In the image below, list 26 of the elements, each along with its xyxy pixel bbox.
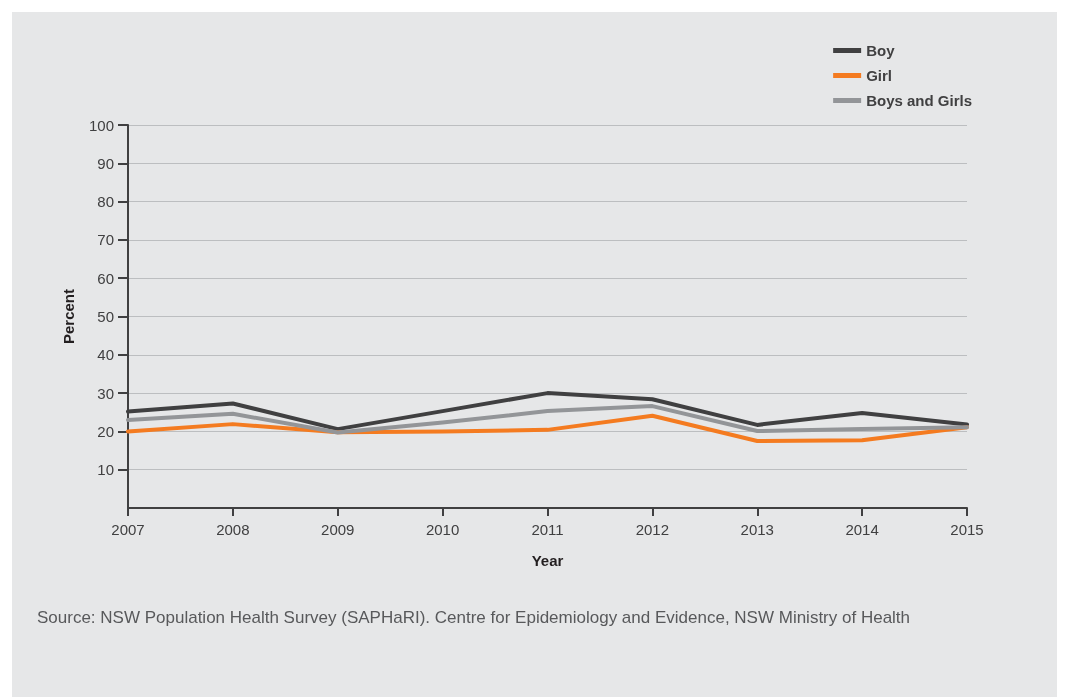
y-tick-label: 100 bbox=[88, 116, 114, 134]
y-tick-label: 60 bbox=[97, 269, 114, 287]
y-tick-label: 90 bbox=[97, 154, 114, 172]
y-axis-title: Percent bbox=[60, 288, 77, 345]
y-tick-label: 10 bbox=[97, 461, 114, 479]
x-tick-label: 2012 bbox=[635, 521, 670, 538]
x-tick-label: 2010 bbox=[425, 521, 460, 538]
y-tick-label: 50 bbox=[97, 308, 114, 325]
source-note: Source: NSW Population Health Survey (SAPHaRI). Centre for Epidemiology and Evidence, NSW Ministry of Health bbox=[37, 607, 911, 627]
y-tick-label: 40 bbox=[97, 346, 114, 364]
legend-label: Girl bbox=[866, 67, 892, 84]
legend-label: Boys and Girls bbox=[866, 92, 973, 109]
x-tick-label: 2015 bbox=[950, 521, 984, 538]
y-tick-label: 30 bbox=[97, 384, 114, 402]
x-tick-label: 2013 bbox=[740, 521, 774, 538]
x-tick-label: 2008 bbox=[216, 521, 250, 538]
y-tick-label: 20 bbox=[97, 422, 114, 440]
x-tick-label: 2009 bbox=[321, 521, 355, 538]
legend-label: Boy bbox=[866, 42, 896, 59]
y-tick-label: 70 bbox=[97, 231, 114, 249]
line-series bbox=[126, 404, 969, 435]
y-tick-label: 80 bbox=[97, 193, 114, 211]
x-tick-label: 2014 bbox=[845, 521, 879, 538]
x-tick-label: 2011 bbox=[531, 521, 564, 538]
x-tick-label: 2007 bbox=[111, 521, 145, 538]
x-axis-title: Year bbox=[531, 552, 564, 569]
